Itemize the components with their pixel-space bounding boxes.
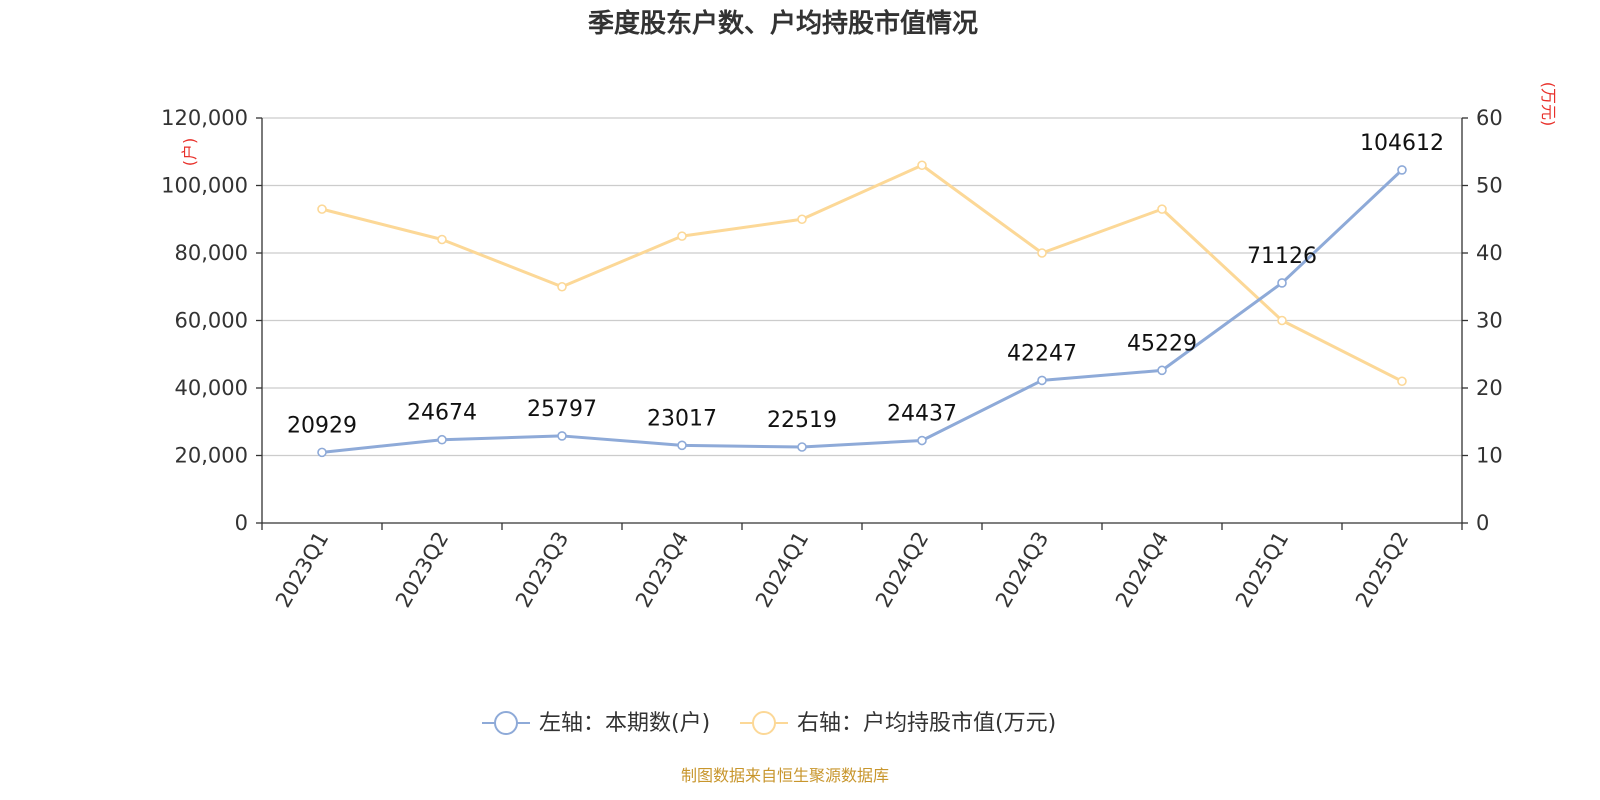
legend[interactable]: 左轴：本期数(户) 右轴：户均持股市值(万元) — [482, 711, 1056, 736]
left-tick-label: 60,000 — [175, 309, 248, 333]
left-tick-label: 0 — [235, 511, 248, 535]
data-point[interactable] — [557, 281, 567, 292]
right-tick-label: 30 — [1476, 309, 1503, 333]
data-point[interactable] — [1157, 365, 1167, 376]
data-point[interactable] — [917, 435, 927, 446]
data-point[interactable] — [557, 431, 567, 441]
data-point[interactable] — [917, 160, 927, 171]
data-point[interactable] — [797, 442, 807, 452]
right-tick-label: 0 — [1476, 511, 1489, 535]
left-tick-label: 40,000 — [175, 376, 248, 400]
data-label: 42247 — [1007, 341, 1077, 366]
data-label: 24437 — [887, 402, 957, 427]
data-label: 71126 — [1247, 244, 1317, 269]
data-label: 22519 — [767, 408, 837, 433]
x-tick-label: 2024Q1 — [751, 528, 813, 612]
legend-item-left[interactable]: 左轴：本期数(户) — [482, 711, 710, 736]
left-tick-label: 100,000 — [161, 174, 248, 198]
x-tick-label: 2023Q4 — [631, 528, 693, 612]
x-tick-label: 2023Q3 — [511, 528, 573, 612]
data-label: 23017 — [647, 406, 717, 431]
left-axis-unit: (户) — [180, 138, 199, 167]
data-point[interactable] — [317, 447, 327, 458]
right-tick-label: 60 — [1476, 106, 1503, 130]
x-tick-label: 2023Q1 — [271, 528, 333, 612]
left-tick-label: 20,000 — [175, 444, 248, 468]
data-label: 45229 — [1127, 331, 1197, 356]
legend-label-left: 左轴：本期数(户) — [539, 711, 710, 736]
data-label: 104612 — [1360, 131, 1444, 156]
legend-label-right: 右轴：户均持股市值(万元) — [797, 711, 1056, 736]
legend-marker-right — [752, 711, 776, 735]
data-point[interactable] — [1037, 375, 1047, 386]
left-tick-label: 80,000 — [175, 241, 248, 265]
data-point[interactable] — [797, 214, 807, 225]
data-point[interactable] — [677, 231, 687, 241]
data-labels: 20929 24674 25797 23017 22519 24437 42247 45229… — [287, 131, 1444, 438]
series-line — [320, 163, 1404, 383]
series-avg-holding-value — [317, 160, 1407, 387]
data-label: 25797 — [527, 397, 597, 422]
data-label: 24674 — [407, 401, 477, 426]
data-point[interactable] — [437, 234, 447, 245]
legend-item-right[interactable]: 右轴：户均持股市值(万元) — [740, 711, 1056, 736]
x-tick-label: 2024Q2 — [871, 528, 933, 612]
chart-title: 季度股东户数、户均持股市值情况 — [588, 8, 978, 39]
data-point[interactable] — [1397, 165, 1407, 175]
data-point[interactable] — [677, 440, 687, 451]
series-line — [320, 168, 1404, 454]
data-point[interactable] — [1157, 204, 1167, 214]
data-point[interactable] — [1277, 315, 1287, 326]
right-tick-label: 20 — [1476, 376, 1503, 400]
x-tick-label: 2024Q4 — [1111, 528, 1173, 612]
data-point[interactable] — [1397, 376, 1407, 387]
right-tick-label: 10 — [1476, 444, 1503, 468]
grid-lines — [262, 117, 1462, 457]
right-axis-unit: (万元) — [1539, 82, 1558, 127]
axes: 0 20,000 40,000 60,000 80,000 100,000 120,000 0… — [161, 106, 1503, 612]
right-tick-label: 40 — [1476, 241, 1503, 265]
source-note: 制图数据来自恒生聚源数据库 — [681, 766, 889, 785]
data-label: 20929 — [287, 413, 357, 438]
x-tick-label: 2023Q2 — [391, 528, 453, 612]
data-point[interactable] — [437, 434, 447, 445]
series-shareholder-count — [317, 165, 1407, 458]
x-tick-label: 2025Q1 — [1231, 528, 1293, 612]
x-tick-label: 2024Q3 — [991, 528, 1053, 612]
data-point[interactable] — [1037, 248, 1047, 258]
right-tick-label: 50 — [1476, 174, 1503, 198]
legend-marker-left — [494, 711, 518, 735]
left-tick-label: 120,000 — [161, 106, 248, 130]
x-tick-label: 2025Q2 — [1351, 528, 1413, 612]
data-point[interactable] — [1277, 278, 1287, 288]
data-point[interactable] — [317, 204, 327, 214]
